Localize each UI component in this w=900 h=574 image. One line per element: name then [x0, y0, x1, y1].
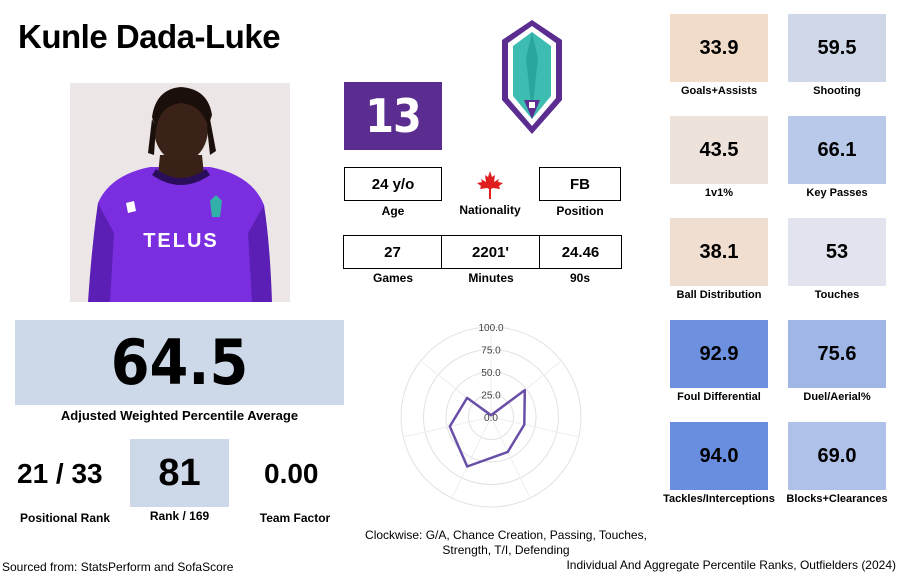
player-name: Kunle Dada-Luke	[18, 18, 281, 55]
radar-series-line	[448, 388, 527, 468]
percentile-tile-label: Blocks+Clearances	[786, 493, 888, 505]
weighted-percentile-score: 64.5	[15, 320, 344, 405]
percentile-tile-value: 92.9	[670, 320, 768, 388]
radar-spoke	[403, 416, 492, 438]
canada-flag-icon	[474, 170, 506, 200]
radar-tick-label: 50.0	[481, 368, 501, 379]
weighted-percentile-label: Adjusted Weighted Percentile Average	[60, 408, 299, 423]
usage-stats-row: 27 2201' 24.46	[343, 235, 622, 269]
team-factor-label: Team Factor	[259, 511, 331, 525]
radar-caption-line2: Strength, T/I, Defending	[442, 543, 570, 557]
games-label: Games	[372, 271, 414, 285]
club-crest-icon	[500, 18, 564, 136]
minutes-label: Minutes	[468, 271, 514, 285]
overall-rank-value: 81	[130, 439, 229, 507]
percentile-tile-value: 43.5	[670, 116, 768, 184]
player-photo: TELUS	[70, 83, 290, 302]
minutes-value: 2201'	[442, 236, 540, 268]
percentile-tile-value: 69.0	[788, 422, 886, 490]
percentile-tile-label: Key Passes	[806, 187, 868, 199]
percentile-tile-label: Touches	[814, 289, 860, 301]
percentile-tile-value: 53	[788, 218, 886, 286]
jersey-text: TELUS	[143, 230, 219, 252]
radar-tick-label: 25.0	[481, 391, 501, 402]
percentile-tile-value: 59.5	[788, 14, 886, 82]
percentile-tile-value: 38.1	[670, 218, 768, 286]
percentile-tile-label: Shooting	[813, 85, 861, 97]
footer-source: Sourced from: StatsPerform and SofaScore	[2, 560, 234, 574]
percentile-tile-label: Duel/Aerial%	[803, 391, 871, 403]
nineties-value: 24.46	[540, 236, 621, 268]
nationality-label: Nationality	[459, 203, 521, 217]
games-value: 27	[344, 236, 442, 268]
percentile-tile-value: 75.6	[788, 320, 886, 388]
position-value: FB	[539, 167, 621, 201]
percentile-tile-label: 1v1%	[704, 187, 734, 199]
age-label: Age	[381, 204, 405, 218]
positional-rank-value: 21 / 33	[17, 458, 103, 489]
jersey-number: 13	[344, 82, 442, 150]
percentile-tile-value: 94.0	[670, 422, 768, 490]
overall-rank-label: Rank / 169	[149, 509, 210, 523]
percentile-tile-value: 66.1	[788, 116, 886, 184]
radar-spoke	[490, 416, 531, 499]
percentile-tile-label: Tackles/Interceptions	[663, 493, 775, 505]
position-label: Position	[556, 204, 604, 218]
percentile-tile-label: Ball Distribution	[676, 289, 762, 301]
radar-spoke	[490, 416, 579, 438]
positional-rank-label: Positional Rank	[19, 511, 111, 525]
nineties-label: 90s	[569, 271, 591, 285]
percentile-tile-value: 33.9	[670, 14, 768, 82]
team-factor-value: 0.00	[264, 458, 319, 489]
footer-title: Individual And Aggregate Percentile Rank…	[566, 558, 896, 572]
percentile-tile-label: Foul Differential	[677, 391, 761, 403]
radar-spoke	[451, 416, 492, 499]
radar-caption-line1: Clockwise: G/A, Chance Creation, Passing…	[365, 528, 647, 542]
radar-tick-label: 75.0	[481, 346, 501, 357]
radar-chart: 0.0 25.0 50.0 75.0 100.0	[400, 323, 582, 508]
age-value: 24 y/o	[344, 167, 442, 201]
radar-caption: Clockwise: G/A, Chance Creation, Passing…	[350, 528, 662, 558]
radar-tick-label: 100.0	[478, 323, 503, 334]
percentile-tile-label: Goals+Assists	[680, 85, 758, 97]
radar-tick-label: 0.0	[484, 413, 498, 424]
